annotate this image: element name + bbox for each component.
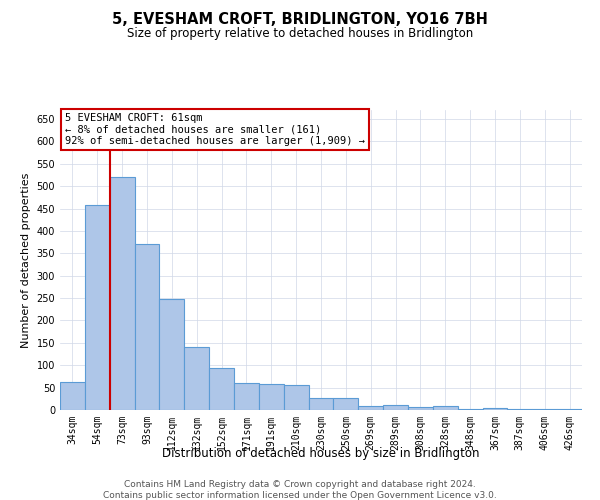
Text: Distribution of detached houses by size in Bridlington: Distribution of detached houses by size … <box>162 448 480 460</box>
Bar <box>482 408 508 410</box>
Bar <box>508 408 532 410</box>
Bar <box>557 409 582 410</box>
Bar <box>259 384 284 410</box>
Y-axis label: Number of detached properties: Number of detached properties <box>21 172 31 348</box>
Bar <box>60 382 85 410</box>
Bar <box>134 244 160 410</box>
Bar <box>458 409 482 410</box>
Text: 5 EVESHAM CROFT: 61sqm
← 8% of detached houses are smaller (161)
92% of semi-det: 5 EVESHAM CROFT: 61sqm ← 8% of detached … <box>65 113 365 146</box>
Bar <box>209 368 234 410</box>
Text: 5, EVESHAM CROFT, BRIDLINGTON, YO16 7BH: 5, EVESHAM CROFT, BRIDLINGTON, YO16 7BH <box>112 12 488 28</box>
Bar <box>308 398 334 410</box>
Bar <box>184 348 209 410</box>
Bar <box>284 386 308 410</box>
Bar <box>532 408 557 410</box>
Text: Contains HM Land Registry data © Crown copyright and database right 2024.: Contains HM Land Registry data © Crown c… <box>124 480 476 489</box>
Text: Contains public sector information licensed under the Open Government Licence v3: Contains public sector information licen… <box>103 491 497 500</box>
Bar <box>408 408 433 410</box>
Bar <box>383 404 408 410</box>
Text: Size of property relative to detached houses in Bridlington: Size of property relative to detached ho… <box>127 28 473 40</box>
Bar <box>110 177 134 410</box>
Bar <box>433 406 458 410</box>
Bar <box>85 206 110 410</box>
Bar <box>160 300 184 410</box>
Bar <box>334 398 358 410</box>
Bar <box>358 406 383 410</box>
Bar <box>234 383 259 410</box>
